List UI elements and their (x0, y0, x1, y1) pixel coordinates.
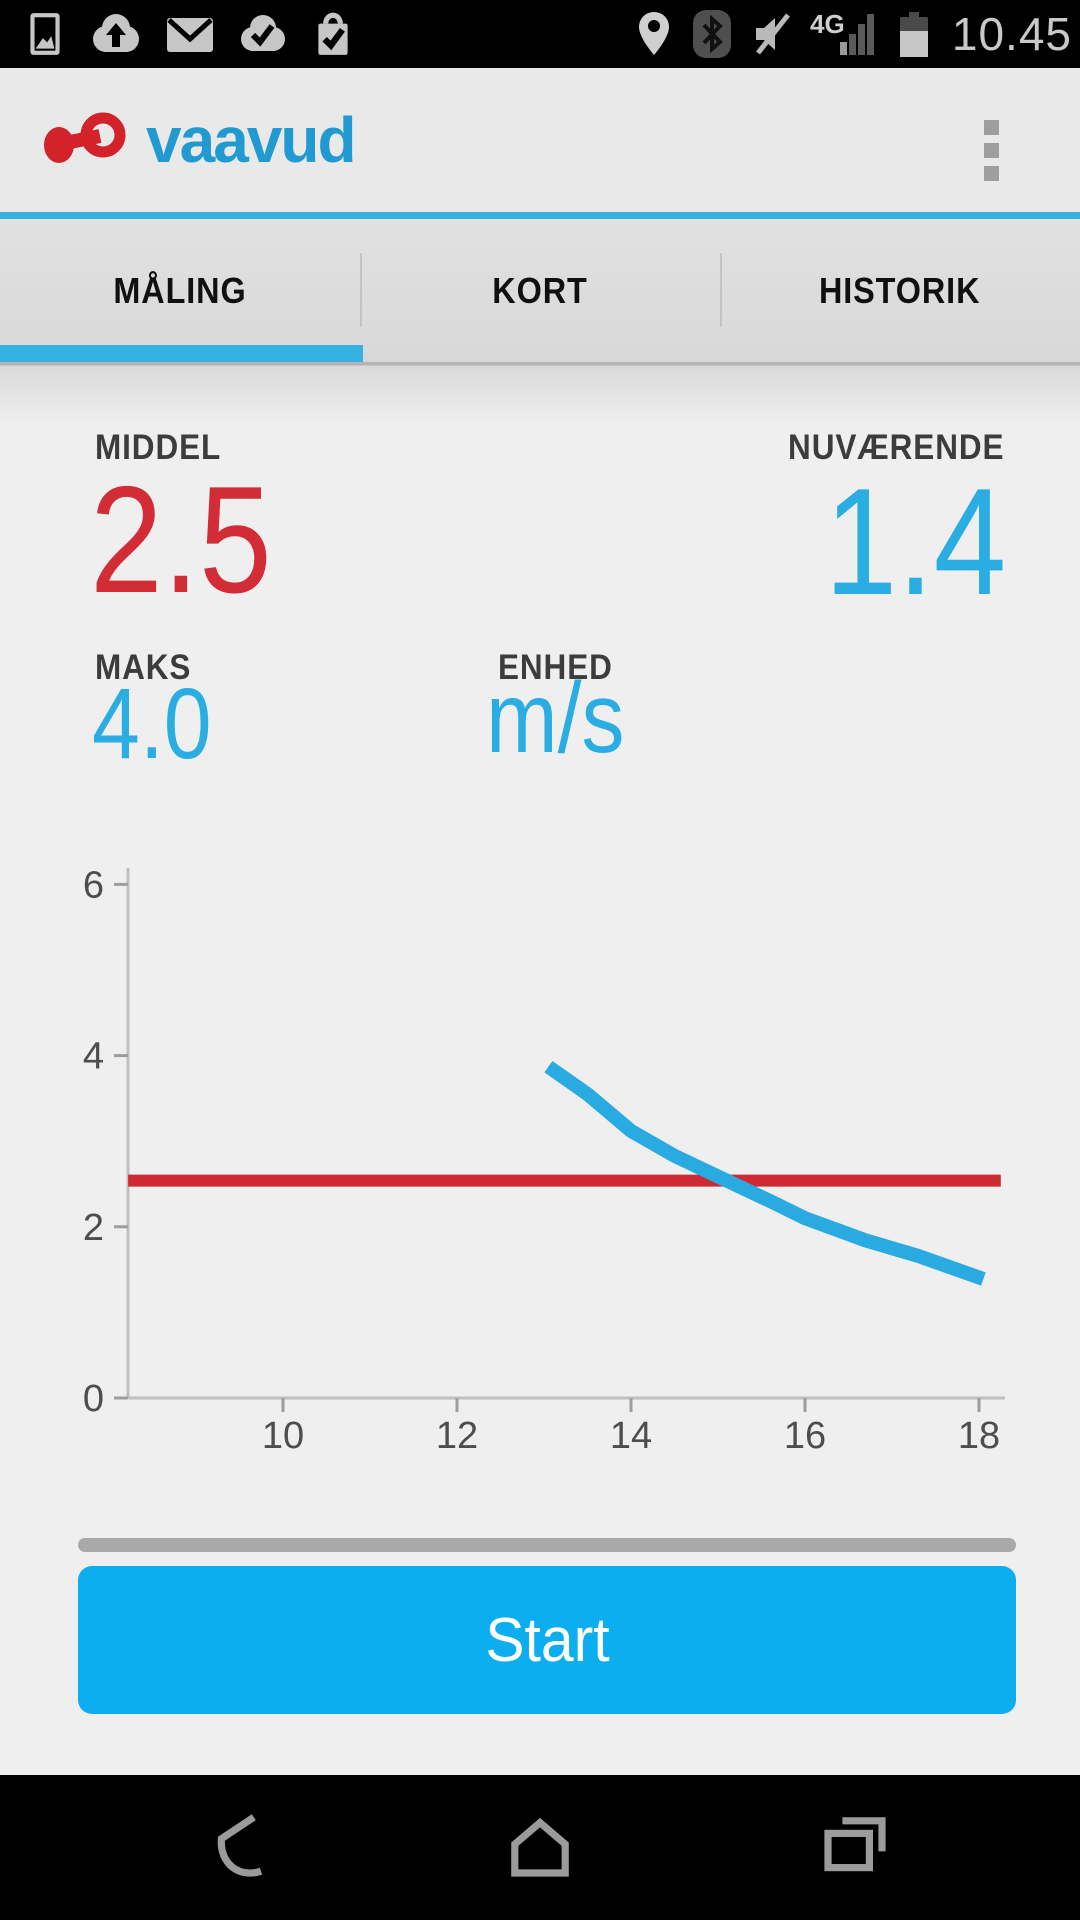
brand: vaavud (42, 104, 357, 176)
system-status-icons: 4G 10.45 (634, 7, 1072, 61)
notification-icons (22, 10, 356, 58)
active-tab-indicator (0, 345, 363, 362)
y-tick-label: 0 (83, 1378, 104, 1420)
enhed-label: ENHED (498, 648, 613, 687)
tab-historik[interactable]: HISTORIK (720, 219, 1080, 362)
brand-name: vaavud (146, 104, 357, 176)
nuvaerende-value: 1.4 (824, 457, 1006, 627)
tab-maling[interactable]: MÅLING (0, 219, 360, 362)
nuvaerende-label: NUVÆRENDE (787, 428, 1004, 467)
app-header: vaavud (0, 68, 1080, 212)
home-button[interactable] (500, 1810, 580, 1882)
chart-axes (126, 868, 1005, 1400)
back-button[interactable] (203, 1810, 283, 1882)
bluetooth-icon (692, 10, 731, 58)
svg-text:4G: 4G (810, 9, 845, 39)
tab-kort[interactable]: KORT (360, 219, 720, 362)
cloud-upload-icon (93, 14, 139, 52)
tab-bar: MÅLING KORT HISTORIK (0, 219, 1080, 362)
location-icon (638, 12, 669, 55)
tab-divider (720, 253, 722, 327)
y-tick-label: 4 (83, 1036, 104, 1078)
maks-value: 4.0 (92, 668, 212, 780)
y-tick-label: 2 (83, 1207, 104, 1249)
status-bar: 4G 10.45 (0, 0, 1080, 68)
android-nav-bar (0, 1775, 1080, 1920)
wind-speed-chart: 0 2 4 6 10 12 14 16 18 (83, 864, 1005, 1457)
x-tick-label: 16 (784, 1415, 826, 1457)
y-tick-label: 6 (83, 864, 104, 906)
tab-divider (360, 253, 362, 327)
measure-progress-bar (78, 1538, 1016, 1552)
email-icon (167, 18, 213, 52)
maks-label: MAKS (95, 648, 192, 687)
overflow-dot (984, 166, 999, 181)
start-button[interactable]: Start (78, 1566, 1016, 1714)
gallery-icon (30, 13, 60, 55)
signal-4g-icon: 4G (810, 9, 874, 55)
volume-muted-icon (755, 13, 790, 55)
recents-button[interactable] (815, 1810, 895, 1882)
x-tick-label: 10 (262, 1415, 304, 1457)
overflow-dot (984, 143, 999, 158)
tab-maling-label: MÅLING (113, 269, 247, 311)
header-accent-line (0, 212, 1080, 219)
vaavud-logo-icon (44, 112, 126, 163)
overflow-menu-button[interactable] (980, 116, 1003, 185)
start-button-label: Start (484, 1605, 610, 1675)
middel-label: MIDDEL (95, 428, 222, 467)
tab-historik-label: HISTORIK (819, 269, 981, 311)
x-tick-label: 12 (436, 1415, 478, 1457)
overflow-dot (984, 120, 999, 135)
middel-value: 2.5 (90, 455, 272, 625)
battery-icon (899, 12, 928, 57)
store-update-icon (318, 12, 348, 55)
x-tick-label: 18 (958, 1415, 1000, 1457)
cloud-done-icon (241, 15, 285, 51)
clock: 10.45 (951, 8, 1072, 60)
tab-kort-label: KORT (492, 269, 588, 311)
series-nuvaerende-curve (544, 1060, 986, 1286)
x-tick-label: 14 (610, 1415, 652, 1457)
enhed-value: m/s (486, 662, 625, 774)
